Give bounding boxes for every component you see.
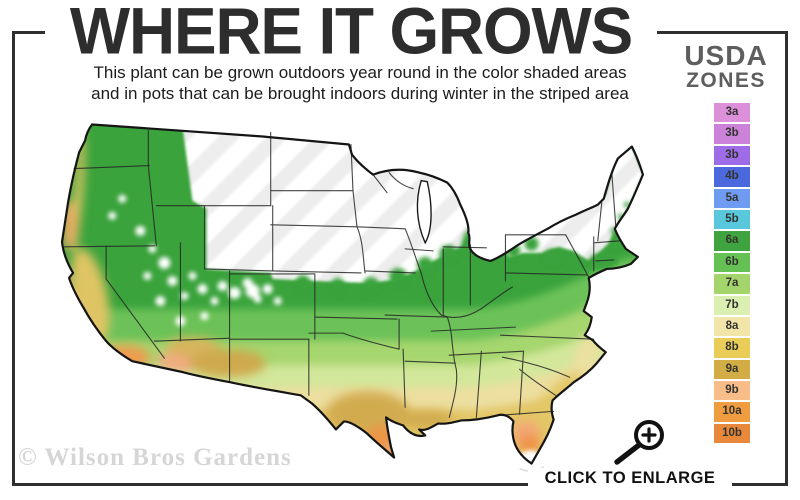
legend-zone-chip: 9a bbox=[714, 359, 750, 380]
watermark: © Wilson Bros Gardens bbox=[18, 444, 292, 471]
usda-zones-heading: USDA ZONES bbox=[676, 42, 776, 92]
legend-zone-chip: 5b bbox=[714, 209, 750, 230]
legend-zone-chip: 3b bbox=[714, 145, 750, 166]
lake-michigan bbox=[416, 179, 432, 245]
state-borders bbox=[63, 129, 621, 418]
subtitle-line-2: and in pots that can be brought indoors … bbox=[91, 84, 629, 103]
usda-heading-line-2: ZONES bbox=[686, 69, 766, 92]
legend-zone-chip: 4b bbox=[714, 167, 750, 187]
click-to-enlarge-label[interactable]: CLICK TO ENLARGE bbox=[528, 468, 732, 489]
legend-zone-chip: 7a bbox=[714, 274, 750, 294]
legend-zone-chip: 3a bbox=[714, 103, 750, 123]
map-figure[interactable] bbox=[52, 110, 674, 472]
legend-zone-chip: 10a bbox=[714, 402, 750, 422]
legend-zones: 3a 3b 3b 4b 5a 5b 6a 6b 7a 7b 8a 8b 9a 9b 10a 10b bbox=[714, 103, 752, 445]
legend-zone-chip: 8b bbox=[714, 338, 750, 358]
subtitle: This plant can be grown outdoors year ro… bbox=[45, 62, 675, 104]
title-wrap: WHERE IT GROWS bbox=[45, 0, 657, 66]
magnifier-plus-icon[interactable] bbox=[606, 416, 668, 466]
legend-zone-chip: 9b bbox=[714, 381, 750, 401]
map-color-zones bbox=[62, 124, 643, 464]
page-title: WHERE IT GROWS bbox=[69, 0, 633, 68]
legend-zone-chip: 5a bbox=[714, 188, 750, 208]
us-zone-map bbox=[60, 123, 645, 472]
legend-zone-chip: 6a bbox=[714, 231, 750, 251]
usda-heading-line-1: USDA bbox=[684, 40, 768, 71]
legend-zone-chip: 6b bbox=[714, 252, 750, 273]
legend-zone-chip: 7b bbox=[714, 295, 750, 315]
legend-zone-chip: 10b bbox=[714, 423, 750, 444]
legend-zone-chip: 8a bbox=[714, 316, 750, 337]
us-outline bbox=[60, 123, 645, 465]
subtitle-line-1: This plant can be grown outdoors year ro… bbox=[93, 63, 627, 82]
legend-zone-chip: 3b bbox=[714, 124, 750, 144]
